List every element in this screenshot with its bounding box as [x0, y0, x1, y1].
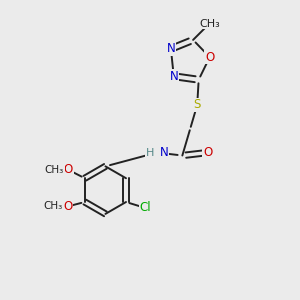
Text: O: O: [63, 200, 72, 213]
Text: O: O: [64, 164, 73, 176]
Text: N: N: [169, 70, 178, 83]
Text: O: O: [203, 146, 212, 159]
Text: CH₃: CH₃: [44, 202, 63, 212]
Text: O: O: [205, 51, 214, 64]
Text: CH₃: CH₃: [199, 19, 220, 28]
Text: N: N: [167, 42, 175, 56]
Text: Cl: Cl: [140, 202, 151, 214]
Text: H: H: [146, 148, 154, 158]
Text: N: N: [160, 146, 168, 159]
Text: S: S: [194, 98, 201, 112]
Text: CH₃: CH₃: [45, 165, 64, 175]
